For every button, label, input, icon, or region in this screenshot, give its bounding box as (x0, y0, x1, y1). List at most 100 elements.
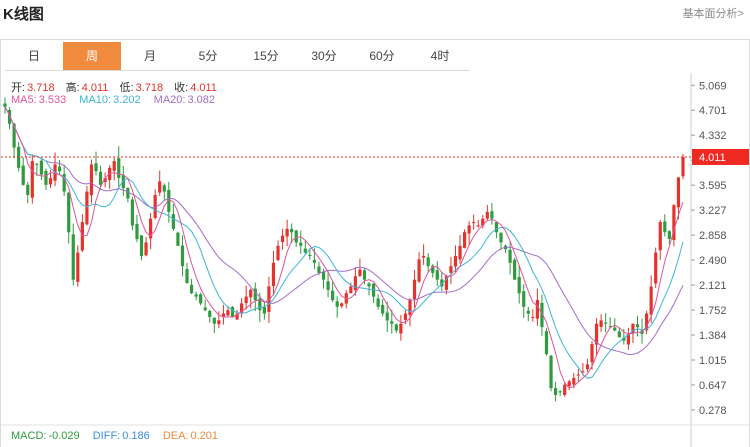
candle-body (162, 185, 166, 192)
candle-body (185, 269, 189, 284)
candle-body (672, 205, 676, 241)
candle-body (517, 276, 521, 294)
candle-body (35, 163, 39, 165)
macd-value: -0.029 (48, 430, 80, 442)
candle-body (285, 228, 289, 237)
candle-body (467, 225, 471, 234)
candle-body (494, 222, 499, 233)
candle-body (76, 252, 80, 282)
candle-body (226, 310, 230, 316)
candle-body (644, 313, 649, 331)
candle-body (39, 160, 44, 175)
candle-body (462, 232, 467, 248)
candle-body (94, 163, 98, 172)
candle-body (485, 211, 489, 219)
candle-body (30, 161, 34, 198)
y-tick-label: 2.121 (699, 280, 727, 292)
candle-body (349, 286, 353, 294)
candle-body (139, 235, 144, 256)
candle-body (280, 235, 285, 242)
y-tick-label: 2.490 (699, 255, 727, 267)
candle-body (21, 165, 25, 185)
candle-body (599, 320, 603, 327)
candle-body (67, 192, 71, 233)
ma10-label: MA10: (79, 94, 112, 106)
candle-body (422, 255, 426, 258)
candle-body (362, 270, 367, 280)
candle-body (149, 218, 153, 239)
y-tick-label: 1.752 (699, 305, 727, 317)
candle-body (203, 307, 207, 311)
candle-body (26, 184, 30, 195)
ma20-label: MA20: (153, 94, 186, 106)
y-tick-label: 0.647 (699, 380, 727, 392)
candle-body (235, 313, 239, 320)
candle-body (472, 222, 476, 224)
candle-body (117, 158, 121, 179)
candle-body (567, 381, 571, 387)
candle-body (212, 317, 216, 324)
fundamental-analysis-link[interactable]: 基本面分析> (682, 8, 744, 20)
candle-body (399, 323, 403, 334)
candle-body (576, 374, 580, 376)
candle-body (594, 323, 599, 345)
open-label: 开: (11, 82, 26, 94)
candle-body (453, 255, 458, 267)
macd-label: MACD: (11, 430, 47, 442)
candle-body (513, 259, 517, 280)
candle-body (522, 291, 526, 307)
candle-body (540, 302, 544, 328)
candle-body (303, 248, 307, 253)
candle-body (431, 265, 435, 273)
candle-body (80, 222, 84, 251)
tab-4hour[interactable]: 4时 (411, 42, 469, 70)
tab-month[interactable]: 月 (121, 42, 179, 70)
candle-body (667, 231, 671, 240)
candle-body (381, 304, 385, 314)
candle-body (617, 331, 621, 338)
candle-body (358, 269, 362, 276)
ma10-line (4, 106, 684, 379)
open-value: 3.718 (27, 82, 55, 94)
candle-body (262, 307, 266, 314)
candle-body (58, 166, 62, 172)
candle-body (549, 355, 553, 389)
candle-body (376, 298, 380, 307)
candle-body (167, 189, 171, 212)
tab-30min[interactable]: 30分 (295, 42, 353, 70)
candle-body (267, 286, 271, 312)
candle-body (176, 232, 180, 246)
tab-60min[interactable]: 60分 (353, 42, 411, 70)
candle-body (321, 271, 326, 280)
candle-body (98, 171, 103, 185)
candle-body (299, 242, 303, 246)
dea-label: DEA: (162, 430, 189, 442)
last-price-badge (692, 148, 749, 165)
ohlc-info: 开: 3.718 高: 4.011 低: 3.718 收: 4.011 (11, 79, 219, 95)
candle-body (408, 300, 412, 316)
tab-15min[interactable]: 15分 (237, 42, 295, 70)
candle-body (249, 289, 253, 298)
tab-5min[interactable]: 5分 (179, 42, 237, 70)
period-tabs: 日 周 月 5分 15分 30分 60分 4时 (5, 42, 469, 71)
ma-info: MA5: 3.533 MA10: 3.202 MA20: 3.082 (11, 94, 217, 106)
candle-body (331, 290, 335, 301)
candle-body (458, 245, 462, 260)
candle-body (335, 301, 339, 307)
candle-body (353, 276, 357, 291)
candle-body (12, 123, 16, 148)
candle-body (208, 310, 212, 317)
candle-body (390, 321, 394, 324)
candle-body (317, 266, 321, 273)
candle-body (544, 331, 549, 355)
candle-body (253, 288, 257, 301)
tab-day[interactable]: 日 (5, 42, 63, 70)
candle-body (171, 214, 175, 229)
ma10-value: 3.202 (113, 94, 141, 106)
tab-week[interactable]: 周 (63, 42, 121, 70)
candle-body (153, 194, 157, 218)
y-tick-label: 3.227 (699, 205, 727, 217)
candle-body (340, 303, 344, 307)
candle-body (244, 296, 248, 304)
candle-body (572, 377, 576, 385)
